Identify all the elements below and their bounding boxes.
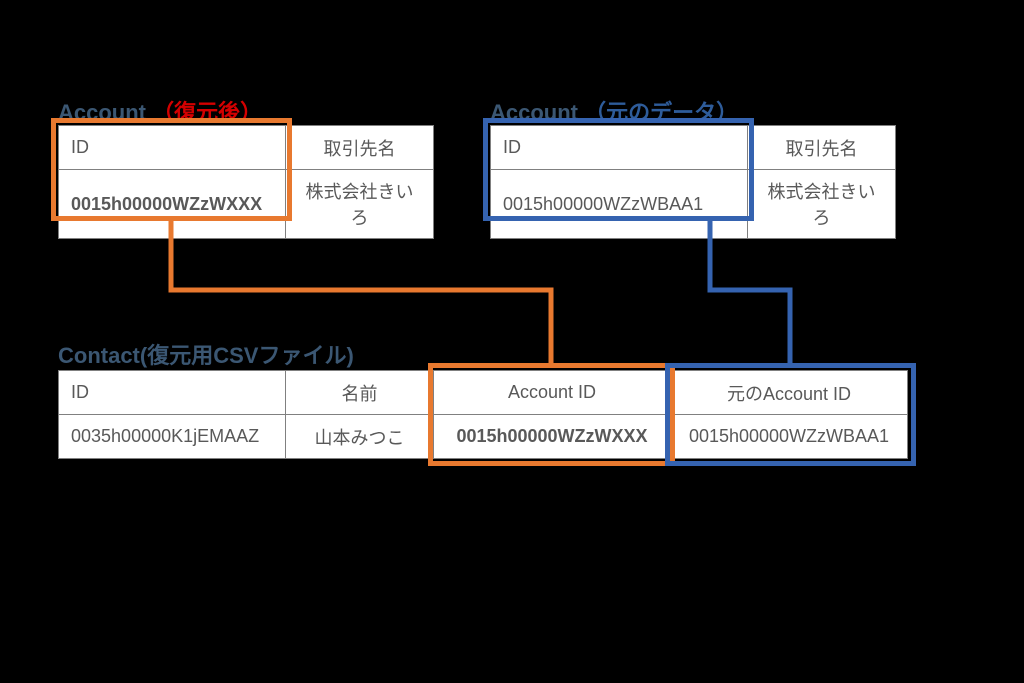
title-account-original: Account （元のデータ）: [490, 95, 738, 127]
cell-original-name: 株式会社きいろ: [748, 170, 896, 239]
cell-original-id: 0015h00000WZzWBAA1: [491, 170, 748, 239]
cell-restored-id: 0015h00000WZzWXXX: [59, 170, 286, 239]
col-id: ID: [491, 126, 748, 170]
table-contact: ID 名前 Account ID 元のAccount ID 0035h00000…: [58, 370, 908, 459]
table-account-original: ID 取引先名 0015h00000WZzWBAA1 株式会社きいろ: [490, 125, 896, 239]
cell-contact-origaccid: 0015h00000WZzWBAA1: [671, 415, 908, 459]
col-name: 取引先名: [286, 126, 434, 170]
connector-blue: [710, 221, 790, 363]
col-id: ID: [59, 126, 286, 170]
title-account-restored-a: Account: [58, 100, 146, 125]
col-contact-id: ID: [59, 371, 286, 415]
title-account-restored: Account （復元後）: [58, 95, 262, 127]
col-contact-name: 名前: [286, 371, 434, 415]
col-contact-accid: Account ID: [434, 371, 671, 415]
title-account-original-b: （元のデータ）: [584, 100, 738, 125]
title-contact: Contact(復元用CSVファイル): [58, 338, 354, 370]
table-account-restored: ID 取引先名 0015h00000WZzWXXX 株式会社きいろ: [58, 125, 434, 239]
cell-contact-name: 山本みつこ: [286, 415, 434, 459]
col-contact-origaccid: 元のAccount ID: [671, 371, 908, 415]
diagram-canvas: { "colors": { "background": "#000000", "…: [0, 0, 1024, 683]
cell-contact-accid: 0015h00000WZzWXXX: [434, 415, 671, 459]
cell-contact-id: 0035h00000K1jEMAAZ: [59, 415, 286, 459]
title-account-restored-b: （復元後）: [152, 100, 262, 125]
cell-restored-name: 株式会社きいろ: [286, 170, 434, 239]
col-name: 取引先名: [748, 126, 896, 170]
title-account-original-a: Account: [490, 100, 578, 125]
